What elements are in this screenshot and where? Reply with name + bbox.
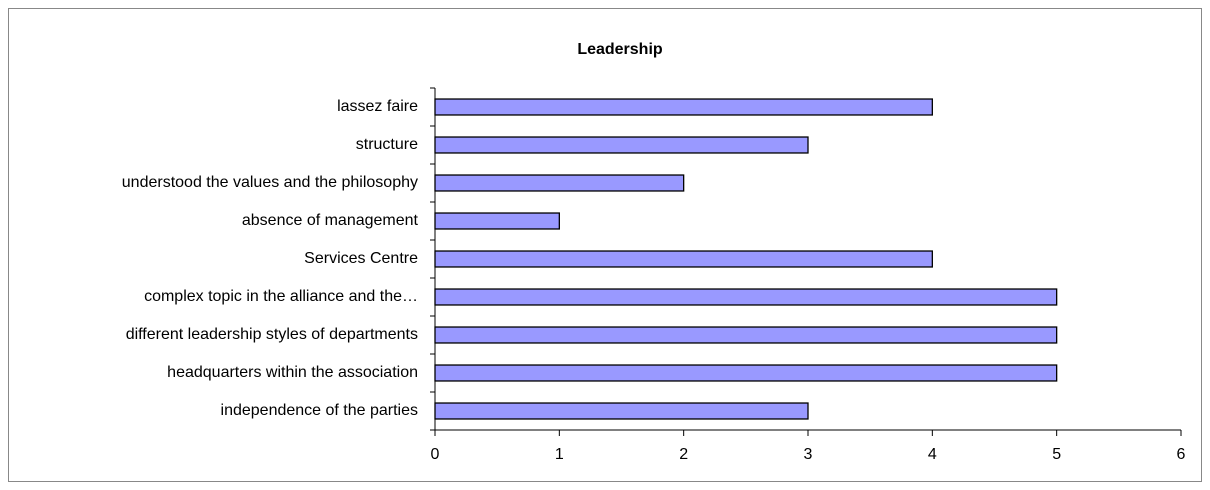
y-tick-label: structure (356, 136, 418, 153)
y-tick-label: understood the values and the philosophy (122, 174, 418, 191)
y-tick-label: independence of the parties (221, 402, 418, 419)
bar (434, 326, 1058, 344)
bar (434, 98, 933, 116)
x-tick-label: 5 (1052, 446, 1061, 463)
x-tick-label: 3 (804, 446, 813, 463)
bar (434, 174, 685, 192)
chart-title: Leadership (577, 41, 663, 58)
y-tick-label: lassez faire (337, 98, 418, 115)
bar (434, 402, 809, 420)
bar (434, 364, 1058, 382)
x-tick-label: 1 (555, 446, 564, 463)
y-tick-label: different leadership styles of departmen… (126, 326, 418, 343)
x-tick-label: 4 (928, 446, 937, 463)
x-tick-label: 2 (679, 446, 688, 463)
y-tick-label: Services Centre (304, 250, 418, 267)
y-tick-label: complex topic in the alliance and the… (144, 288, 418, 305)
bar (434, 250, 933, 268)
bar (434, 288, 1058, 306)
y-tick-label: absence of management (242, 212, 419, 229)
y-tick-label: headquarters within the association (167, 364, 418, 381)
x-tick-label: 0 (431, 446, 440, 463)
bar (434, 212, 560, 230)
x-tick-label: 6 (1177, 446, 1186, 463)
bar (434, 136, 809, 154)
